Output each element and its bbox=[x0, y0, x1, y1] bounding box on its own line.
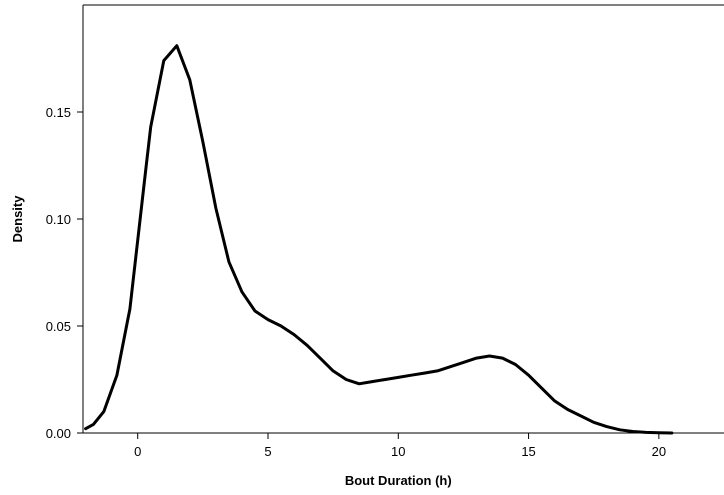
y-tick-label: 0.10 bbox=[46, 212, 71, 227]
y-tick-label: 0.05 bbox=[46, 319, 71, 334]
y-axis-title: Density bbox=[10, 195, 25, 243]
x-tick-label: 5 bbox=[264, 444, 271, 459]
y-tick-label: 0.00 bbox=[46, 426, 71, 441]
x-tick-label: 10 bbox=[391, 444, 405, 459]
x-tick-label: 20 bbox=[652, 444, 666, 459]
x-tick-label: 0 bbox=[134, 444, 141, 459]
x-axis-title: Bout Duration (h) bbox=[345, 473, 452, 488]
y-tick-label: 0.15 bbox=[46, 105, 71, 120]
x-tick-label: 15 bbox=[521, 444, 535, 459]
